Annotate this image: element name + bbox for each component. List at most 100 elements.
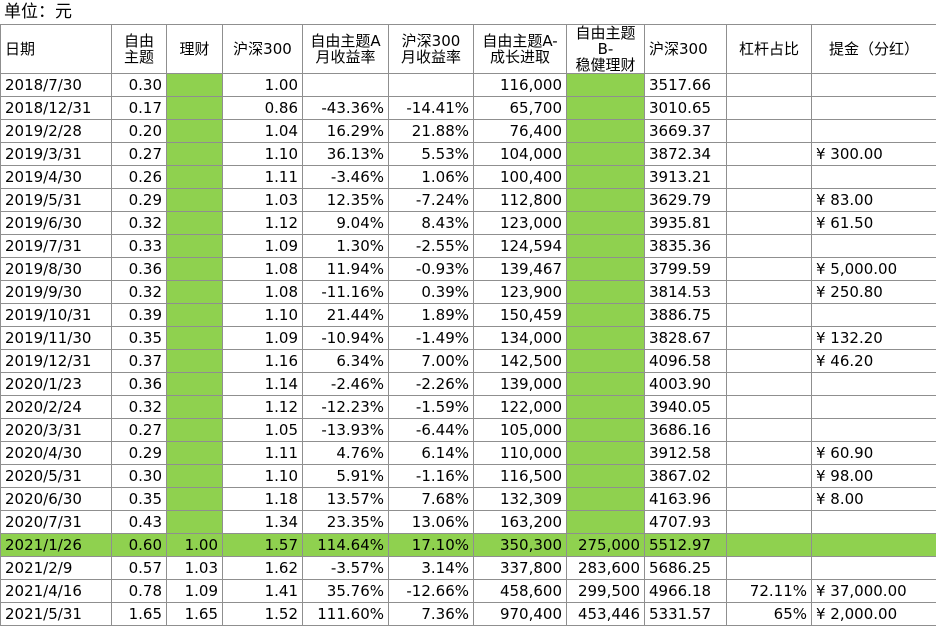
cell-hs300[interactable]: 1.10: [223, 465, 303, 488]
cell-free-a-value[interactable]: 116,500: [474, 465, 567, 488]
cell-wealth[interactable]: [167, 511, 223, 534]
cell-leverage[interactable]: [727, 120, 812, 143]
cell-hs300[interactable]: 1.11: [223, 166, 303, 189]
cell-withdraw[interactable]: ¥ 61.50: [812, 212, 936, 235]
cell-free-a-return[interactable]: 13.57%: [303, 488, 389, 511]
cell-date[interactable]: 2019/8/30: [1, 258, 112, 281]
cell-withdraw[interactable]: ¥ 98.00: [812, 465, 936, 488]
cell-free-a-value[interactable]: 139,000: [474, 373, 567, 396]
cell-date[interactable]: 2020/2/24: [1, 396, 112, 419]
cell-free-b-value[interactable]: [567, 235, 645, 258]
cell-hs300-index[interactable]: 4966.18: [645, 580, 727, 603]
cell-wealth[interactable]: [167, 189, 223, 212]
cell-free-b-value[interactable]: [567, 373, 645, 396]
cell-withdraw[interactable]: ¥ 83.00: [812, 189, 936, 212]
cell-free-b-value[interactable]: [567, 74, 645, 97]
cell-wealth[interactable]: 1.65: [167, 603, 223, 626]
header-wealth[interactable]: 理财: [167, 25, 223, 74]
cell-hs300-index[interactable]: 3940.05: [645, 396, 727, 419]
cell-free-a-value[interactable]: 458,600: [474, 580, 567, 603]
cell-hs300-return[interactable]: -12.66%: [389, 580, 474, 603]
cell-date[interactable]: 2021/1/26: [1, 534, 112, 557]
cell-hs300-index[interactable]: 3867.02: [645, 465, 727, 488]
cell-hs300-return[interactable]: 0.39%: [389, 281, 474, 304]
cell-wealth[interactable]: [167, 74, 223, 97]
cell-free-b-value[interactable]: 453,446: [567, 603, 645, 626]
cell-free-a-value[interactable]: 116,000: [474, 74, 567, 97]
cell-free-a-return[interactable]: -11.16%: [303, 281, 389, 304]
cell-date[interactable]: 2019/4/30: [1, 166, 112, 189]
cell-free-theme[interactable]: 0.36: [112, 373, 167, 396]
cell-wealth[interactable]: [167, 120, 223, 143]
cell-withdraw[interactable]: [812, 166, 936, 189]
cell-hs300[interactable]: 1.12: [223, 212, 303, 235]
cell-date[interactable]: 2019/12/31: [1, 350, 112, 373]
cell-hs300-return[interactable]: [389, 74, 474, 97]
cell-hs300-return[interactable]: 17.10%: [389, 534, 474, 557]
cell-free-a-value[interactable]: 350,300: [474, 534, 567, 557]
cell-leverage[interactable]: [727, 143, 812, 166]
cell-withdraw[interactable]: ¥ 8.00: [812, 488, 936, 511]
cell-date[interactable]: 2020/6/30: [1, 488, 112, 511]
cell-hs300-return[interactable]: 1.06%: [389, 166, 474, 189]
cell-wealth[interactable]: [167, 350, 223, 373]
cell-hs300-index[interactable]: 4163.96: [645, 488, 727, 511]
cell-free-a-value[interactable]: 112,800: [474, 189, 567, 212]
cell-withdraw[interactable]: [812, 419, 936, 442]
cell-withdraw[interactable]: [812, 557, 936, 580]
cell-free-a-return[interactable]: -2.46%: [303, 373, 389, 396]
cell-wealth[interactable]: [167, 258, 223, 281]
cell-hs300-index[interactable]: 3912.58: [645, 442, 727, 465]
cell-withdraw[interactable]: ¥ 46.20: [812, 350, 936, 373]
cell-free-theme[interactable]: 0.29: [112, 442, 167, 465]
cell-free-theme[interactable]: 0.26: [112, 166, 167, 189]
cell-hs300-index[interactable]: 3835.36: [645, 235, 727, 258]
cell-free-a-return[interactable]: 11.94%: [303, 258, 389, 281]
cell-wealth[interactable]: [167, 327, 223, 350]
cell-date[interactable]: 2019/6/30: [1, 212, 112, 235]
cell-withdraw[interactable]: ¥ 60.90: [812, 442, 936, 465]
cell-free-a-return[interactable]: 6.34%: [303, 350, 389, 373]
cell-free-a-value[interactable]: 132,309: [474, 488, 567, 511]
cell-date[interactable]: 2021/2/9: [1, 557, 112, 580]
cell-free-a-value[interactable]: 100,400: [474, 166, 567, 189]
cell-date[interactable]: 2020/4/30: [1, 442, 112, 465]
cell-hs300-index[interactable]: 3886.75: [645, 304, 727, 327]
cell-hs300-return[interactable]: 1.89%: [389, 304, 474, 327]
cell-free-a-return[interactable]: -3.57%: [303, 557, 389, 580]
cell-free-b-value[interactable]: [567, 465, 645, 488]
header-leverage[interactable]: 杠杆占比: [727, 25, 812, 74]
cell-free-theme[interactable]: 0.57: [112, 557, 167, 580]
cell-date[interactable]: 2021/5/31: [1, 603, 112, 626]
cell-free-a-return[interactable]: 23.35%: [303, 511, 389, 534]
cell-leverage[interactable]: [727, 488, 812, 511]
cell-free-a-return[interactable]: 111.60%: [303, 603, 389, 626]
cell-leverage[interactable]: [727, 235, 812, 258]
cell-leverage[interactable]: [727, 373, 812, 396]
cell-free-b-value[interactable]: [567, 212, 645, 235]
cell-hs300-index[interactable]: 3913.21: [645, 166, 727, 189]
cell-leverage[interactable]: [727, 258, 812, 281]
cell-free-a-value[interactable]: 337,800: [474, 557, 567, 580]
cell-hs300-index[interactable]: 3517.66: [645, 74, 727, 97]
cell-date[interactable]: 2019/5/31: [1, 189, 112, 212]
cell-hs300-index[interactable]: 3799.59: [645, 258, 727, 281]
header-hs300-index[interactable]: 沪深300: [645, 25, 727, 74]
header-free-theme[interactable]: 自由主题: [112, 25, 167, 74]
header-withdraw[interactable]: 提金（分红）: [812, 25, 936, 74]
cell-withdraw[interactable]: ¥ 2,000.00: [812, 603, 936, 626]
cell-withdraw[interactable]: [812, 74, 936, 97]
cell-hs300-return[interactable]: -2.26%: [389, 373, 474, 396]
cell-hs300[interactable]: 1.34: [223, 511, 303, 534]
cell-free-a-return[interactable]: 21.44%: [303, 304, 389, 327]
cell-free-b-value[interactable]: [567, 488, 645, 511]
cell-free-a-return[interactable]: 4.76%: [303, 442, 389, 465]
cell-hs300-index[interactable]: 3872.34: [645, 143, 727, 166]
cell-withdraw[interactable]: ¥ 37,000.00: [812, 580, 936, 603]
cell-free-theme[interactable]: 0.33: [112, 235, 167, 258]
cell-wealth[interactable]: 1.03: [167, 557, 223, 580]
cell-leverage[interactable]: [727, 189, 812, 212]
cell-wealth[interactable]: [167, 373, 223, 396]
cell-wealth[interactable]: [167, 97, 223, 120]
cell-hs300-return[interactable]: -2.55%: [389, 235, 474, 258]
